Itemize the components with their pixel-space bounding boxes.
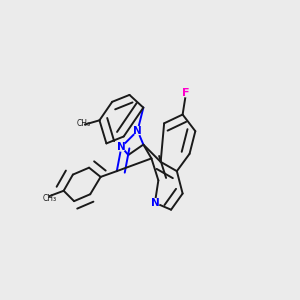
Circle shape xyxy=(151,199,159,207)
Text: CH₃: CH₃ xyxy=(43,194,57,203)
Text: CH₃: CH₃ xyxy=(77,119,91,128)
Circle shape xyxy=(182,88,190,97)
Circle shape xyxy=(117,143,126,151)
Text: N: N xyxy=(133,126,142,136)
Text: N: N xyxy=(151,198,159,208)
Circle shape xyxy=(134,127,142,135)
Text: N: N xyxy=(117,142,126,152)
Text: F: F xyxy=(182,88,190,98)
